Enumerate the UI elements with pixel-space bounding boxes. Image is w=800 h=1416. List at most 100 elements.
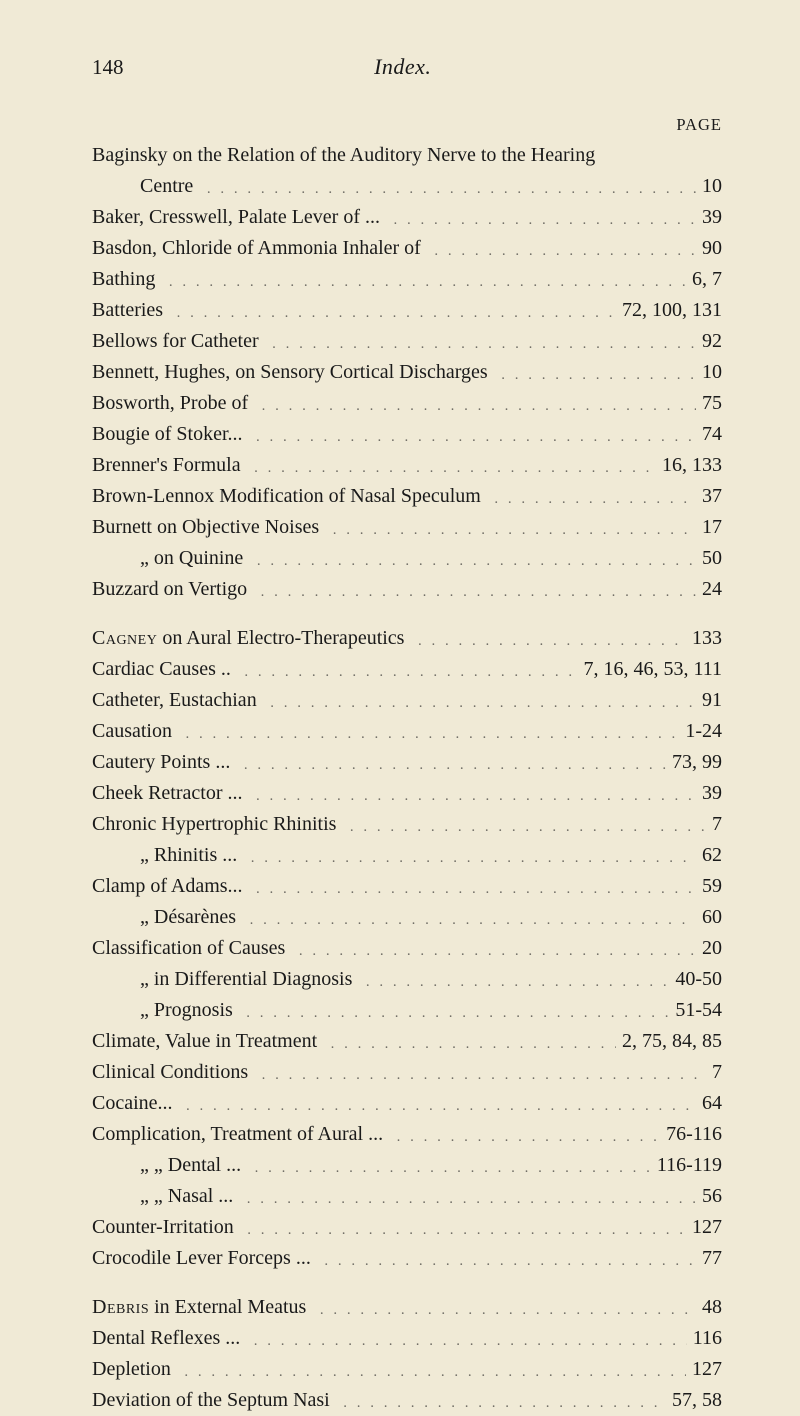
entry-label: Bellows for Catheter [92, 326, 259, 357]
leader-dots: . . . . . . . . . . . . . . . . . . . . … [247, 581, 696, 604]
entry-label: Baginsky on the Relation of the Auditory… [92, 140, 595, 171]
entry-page: 7, 16, 46, 53, 111 [577, 654, 722, 685]
entry-page: 6, 7 [686, 264, 722, 295]
leader-dots: . . . . . . . . . . . . . . . . . . . . … [237, 847, 696, 870]
index-entry: „ „ Nasal ... . . . . . . . . . . . . . … [92, 1181, 722, 1212]
entry-label: Cagney on Aural Electro-Therapeutics [92, 623, 404, 654]
entry-label: Bennett, Hughes, on Sensory Cortical Dis… [92, 357, 488, 388]
leader-dots: . . . . . . . . . . . . . . . . . . . . … [330, 1392, 666, 1415]
entry-page: 64 [696, 1088, 722, 1119]
index-entry: Complication, Treatment of Aural ... . .… [92, 1119, 722, 1150]
entry-label: Crocodile Lever Forceps ... [92, 1243, 311, 1274]
entry-page: 56 [696, 1181, 722, 1212]
entry-label: Causation [92, 716, 172, 747]
index-entry: Cardiac Causes .. . . . . . . . . . . . … [92, 654, 722, 685]
leader-dots: . . . . . . . . . . . . . . . . . . . . … [421, 240, 696, 263]
index-entry: „ in Differential Diagnosis . . . . . . … [92, 964, 722, 995]
leader-dots: . . . . . . . . . . . . . . . . . . . . … [236, 909, 696, 932]
entry-page: 72, 100, 131 [616, 295, 722, 326]
entry-label: Bosworth, Probe of [92, 388, 248, 419]
index-entry: Causation . . . . . . . . . . . . . . . … [92, 716, 722, 747]
leader-dots: . . . . . . . . . . . . . . . . . . . . … [306, 1299, 696, 1322]
entry-label: Batteries [92, 295, 163, 326]
entry-label: Deviation of the Septum Nasi [92, 1385, 330, 1416]
entry-label: Cocaine... [92, 1088, 173, 1119]
entry-page: 2, 75, 84, 85 [616, 1026, 722, 1057]
leader-dots: . . . . . . . . . . . . . . . . . . . . … [243, 878, 696, 901]
index-entry: Brenner's Formula . . . . . . . . . . . … [92, 450, 722, 481]
index-entry: Brown-Lennox Modification of Nasal Specu… [92, 481, 722, 512]
entry-label: Clinical Conditions [92, 1057, 248, 1088]
leader-dots: . . . . . . . . . . . . . . . . . . . . … [240, 1330, 686, 1353]
index-entry: Baginsky on the Relation of the Auditory… [92, 140, 722, 171]
entry-label: Brown-Lennox Modification of Nasal Specu… [92, 481, 481, 512]
entry-page: 40-50 [669, 964, 722, 995]
index-entry: Baker, Cresswell, Palate Lever of ... . … [92, 202, 722, 233]
leader-dots: . . . . . . . . . . . . . . . . . . . . … [233, 1188, 696, 1211]
index-entry: Cagney on Aural Electro-Therapeutics . .… [92, 623, 722, 654]
entry-page: 127 [686, 1354, 722, 1385]
entry-label: Bathing [92, 264, 155, 295]
entry-label: Dental Reflexes ... [92, 1323, 240, 1354]
leader-dots: . . . . . . . . . . . . . . . . . . . . … [311, 1250, 696, 1273]
leader-dots: . . . . . . . . . . . . . . . . . . . . … [383, 1126, 660, 1149]
index-entry: Debris in External Meatus . . . . . . . … [92, 1292, 722, 1323]
leader-dots: . . . . . . . . . . . . . . . . . . . . … [234, 1219, 686, 1242]
entry-page: 20 [696, 933, 722, 964]
leader-dots: . . . . . . . . . . . . . . . . . . . . … [352, 971, 669, 994]
index-entry: Counter-Irritation . . . . . . . . . . .… [92, 1212, 722, 1243]
index-entry: Clinical Conditions . . . . . . . . . . … [92, 1057, 722, 1088]
entry-label: Brenner's Formula [92, 450, 241, 481]
leader-dots: . . . . . . . . . . . . . . . . . . . . … [259, 333, 696, 356]
entry-label: Climate, Value in Treatment [92, 1026, 317, 1057]
entry-page: 39 [696, 778, 722, 809]
entry-page: 116-119 [651, 1150, 722, 1181]
entry-label: „ „ Nasal ... [140, 1181, 233, 1212]
entry-page: 51-54 [669, 995, 722, 1026]
entry-page: 10 [696, 171, 722, 202]
leader-dots: . . . . . . . . . . . . . . . . . . . . … [163, 302, 616, 325]
entry-page: 76-116 [660, 1119, 722, 1150]
index-entry: Bathing . . . . . . . . . . . . . . . . … [92, 264, 722, 295]
leader-dots: . . . . . . . . . . . . . . . . . . . . … [404, 630, 686, 653]
leader-dots: . . . . . . . . . . . . . . . . . . . . … [380, 209, 696, 232]
leader-dots: . . . . . . . . . . . . . . . . . . . . … [243, 785, 697, 808]
index-entry: Chronic Hypertrophic Rhinitis . . . . . … [92, 809, 722, 840]
index-entry: „ „ Dental ... . . . . . . . . . . . . .… [92, 1150, 722, 1181]
entry-page: 17 [696, 512, 722, 543]
index-entry: Bennett, Hughes, on Sensory Cortical Dis… [92, 357, 722, 388]
entry-label: Baker, Cresswell, Palate Lever of ... [92, 202, 380, 233]
entry-label: Counter-Irritation [92, 1212, 234, 1243]
entry-label: „ „ Dental ... [140, 1150, 241, 1181]
entry-page: 133 [686, 623, 722, 654]
index-entry: Deviation of the Septum Nasi . . . . . .… [92, 1385, 722, 1416]
entry-page: 74 [696, 419, 722, 450]
index-entry: „ Rhinitis ... . . . . . . . . . . . . .… [92, 840, 722, 871]
index-entry: Centre . . . . . . . . . . . . . . . . .… [92, 171, 722, 202]
entry-label: Buzzard on Vertigo [92, 574, 247, 605]
entry-label: „ on Quinine [140, 543, 243, 574]
index-entry: Catheter, Eustachian . . . . . . . . . .… [92, 685, 722, 716]
entry-page: 116 [687, 1323, 722, 1354]
index-entry: Dental Reflexes ... . . . . . . . . . . … [92, 1323, 722, 1354]
index-entry: Climate, Value in Treatment . . . . . . … [92, 1026, 722, 1057]
index-entry: Burnett on Objective Noises . . . . . . … [92, 512, 722, 543]
entry-page: 90 [696, 233, 722, 264]
entry-page: 57, 58 [666, 1385, 722, 1416]
entry-page: 24 [696, 574, 722, 605]
entry-label: Clamp of Adams... [92, 871, 243, 902]
entry-page: 92 [696, 326, 722, 357]
entry-label: Catheter, Eustachian [92, 685, 257, 716]
page-header: 148 Index. [92, 50, 722, 84]
index-entry: Crocodile Lever Forceps ... . . . . . . … [92, 1243, 722, 1274]
leader-dots: . . . . . . . . . . . . . . . . . . . . … [319, 519, 696, 542]
entry-page: 73, 99 [666, 747, 722, 778]
entry-label: Basdon, Chloride of Ammonia Inhaler of [92, 233, 421, 264]
entry-page: 60 [696, 902, 722, 933]
entry-label: Debris in External Meatus [92, 1292, 306, 1323]
entry-page: 59 [696, 871, 722, 902]
index-entry: Buzzard on Vertigo . . . . . . . . . . .… [92, 574, 722, 605]
index-entry: Basdon, Chloride of Ammonia Inhaler of .… [92, 233, 722, 264]
leader-dots: . . . . . . . . . . . . . . . . . . . . … [155, 271, 686, 294]
leader-dots: . . . . . . . . . . . . . . . . . . . . … [193, 178, 696, 201]
